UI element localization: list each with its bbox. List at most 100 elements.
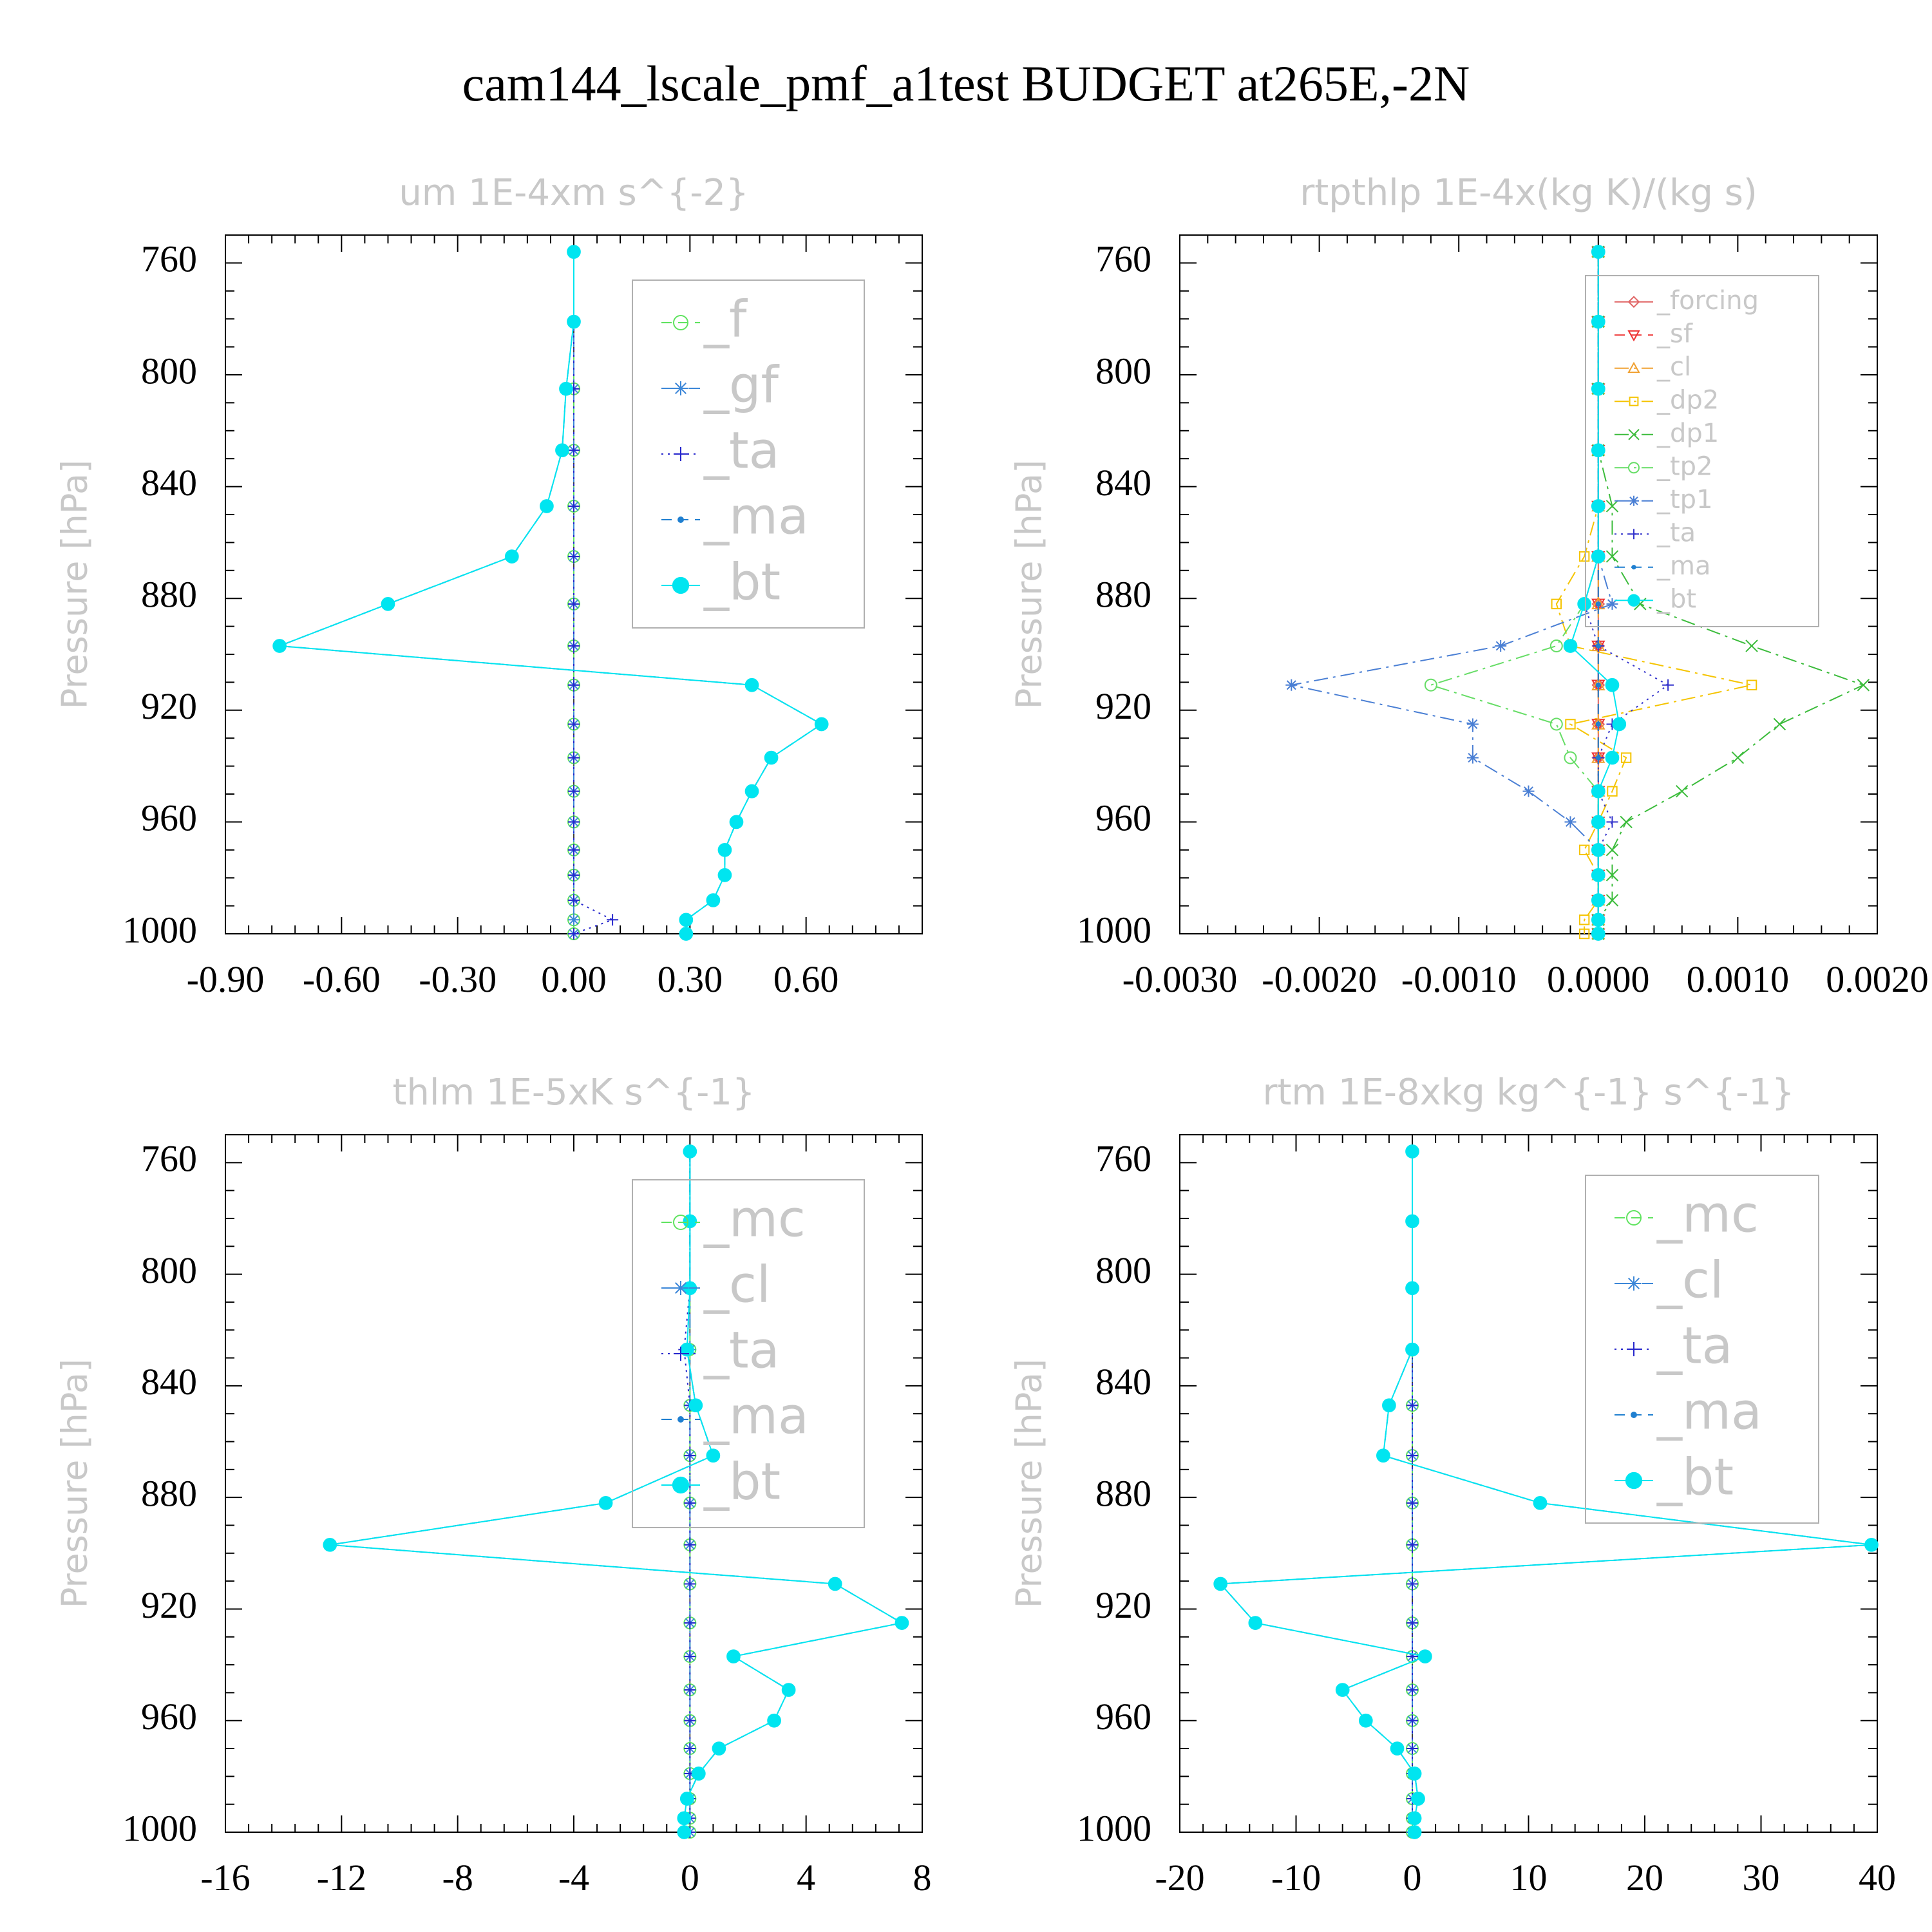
- data-point: [744, 784, 759, 799]
- data-point: [1407, 1811, 1422, 1826]
- data-point: [764, 750, 779, 765]
- data-point: [1358, 1713, 1373, 1728]
- data-point: [1376, 1448, 1390, 1463]
- legend-marker: [1628, 429, 1640, 440]
- series-tp2: [1424, 245, 1605, 940]
- y-tick-label: 800: [1095, 1249, 1151, 1291]
- data-point: [1605, 677, 1620, 692]
- data-point: [684, 1578, 696, 1590]
- legend-label: _bt: [1656, 1448, 1734, 1506]
- chart-panel-4: rtm 1E-8xkg kg^{-1} s^{-1} Pressure [hPa]…: [1009, 1072, 1896, 1899]
- legend-label: _ta: [1656, 1317, 1732, 1375]
- data-point: [1564, 751, 1577, 764]
- data-point: [1549, 717, 1563, 731]
- data-point: [683, 1144, 697, 1159]
- data-point: [568, 444, 580, 457]
- y-tick-label: 960: [141, 797, 197, 839]
- y-tick-label: 920: [1095, 685, 1151, 727]
- chart-panel-3: thlm 1E-5xK s^{-1}Pressure [hPa]76080084…: [55, 1072, 932, 1899]
- data-point: [1591, 893, 1605, 907]
- data-point: [1605, 500, 1619, 513]
- series-line: [1584, 252, 1669, 934]
- data-point: [814, 717, 829, 732]
- data-point: [1591, 499, 1605, 513]
- plot-frame: [225, 1134, 923, 1833]
- legend-marker: [672, 576, 690, 594]
- data-point: [1549, 639, 1563, 652]
- legend-label: _ma: [1656, 1383, 1762, 1441]
- data-point: [568, 928, 580, 940]
- data-point: [692, 1766, 706, 1781]
- series-bt: [1213, 1144, 1879, 1839]
- series-line: [1597, 252, 1865, 934]
- data-point: [1676, 784, 1689, 798]
- y-tick-label: 1000: [1077, 909, 1151, 951]
- data-point: [540, 499, 554, 513]
- legend-box: [632, 1179, 865, 1528]
- legend-label: _cl: [1656, 1251, 1724, 1309]
- data-point: [1563, 639, 1578, 653]
- data-point: [381, 597, 395, 611]
- data-point: [828, 1577, 842, 1591]
- data-point: [1406, 1684, 1418, 1696]
- y-tick-label: 840: [1095, 1361, 1151, 1403]
- legend-label: _bt: [1656, 584, 1696, 614]
- x-tick-label: 0.0010: [1687, 958, 1790, 1000]
- data-point: [1595, 601, 1601, 607]
- data-point: [684, 1651, 696, 1663]
- legend-label: _ta: [703, 422, 779, 480]
- legend-label: _sf: [1656, 319, 1693, 348]
- data-point: [1591, 549, 1605, 564]
- data-point: [1564, 816, 1577, 828]
- data-point: [567, 245, 581, 259]
- x-tick-label: 8: [913, 1857, 932, 1899]
- legend-marker: [674, 381, 688, 395]
- legend-marker: [673, 315, 688, 330]
- legend-box: [1585, 275, 1819, 627]
- data-point: [1382, 1398, 1396, 1413]
- legend: _mc _cl _ta _ma _bt: [1585, 1175, 1819, 1524]
- data-point: [1620, 752, 1632, 763]
- legend-label: _mc: [703, 1190, 806, 1248]
- series-line: [1219, 1151, 1872, 1832]
- data-point: [1595, 643, 1601, 649]
- series-line: [683, 1151, 691, 1832]
- legend-marker: [674, 1281, 688, 1295]
- data-point: [567, 314, 581, 329]
- data-point: [726, 1649, 741, 1663]
- data-point: [1578, 551, 1590, 562]
- legend-label: _ta: [703, 1321, 779, 1379]
- data-point: [1591, 868, 1605, 882]
- series-line: [1219, 1151, 1872, 1832]
- data-point: [1407, 1825, 1422, 1839]
- x-tick-label: 40: [1859, 1857, 1896, 1899]
- y-tick-label: 760: [141, 238, 197, 280]
- series-bt: [323, 1144, 909, 1839]
- y-tick-label: 1000: [1077, 1807, 1151, 1849]
- data-point: [1285, 679, 1298, 691]
- data-point: [1533, 1495, 1548, 1510]
- x-tick-label: -0.0010: [1401, 958, 1517, 1000]
- data-point: [568, 914, 580, 926]
- x-tick-label: -20: [1155, 1857, 1204, 1899]
- data-point: [1466, 752, 1479, 764]
- legend-marker: [1626, 1210, 1642, 1226]
- plot-frame: [1179, 1134, 1878, 1833]
- legend-marker: [1628, 462, 1640, 474]
- data-point: [1591, 842, 1605, 857]
- data-point: [568, 679, 580, 691]
- y-tick-label: 840: [1095, 462, 1151, 504]
- data-point: [684, 1714, 696, 1727]
- data-point: [1746, 679, 1757, 690]
- data-point: [568, 894, 580, 906]
- data-point: [781, 1683, 796, 1697]
- series-bt: [272, 245, 829, 941]
- data-point: [1605, 869, 1619, 882]
- legend-label: _ta: [1656, 518, 1696, 547]
- data-point: [679, 927, 694, 941]
- data-point: [684, 1684, 696, 1696]
- x-tick-label: -0.0030: [1122, 958, 1238, 1000]
- data-point: [568, 598, 580, 610]
- legend-label: _dp1: [1656, 419, 1719, 448]
